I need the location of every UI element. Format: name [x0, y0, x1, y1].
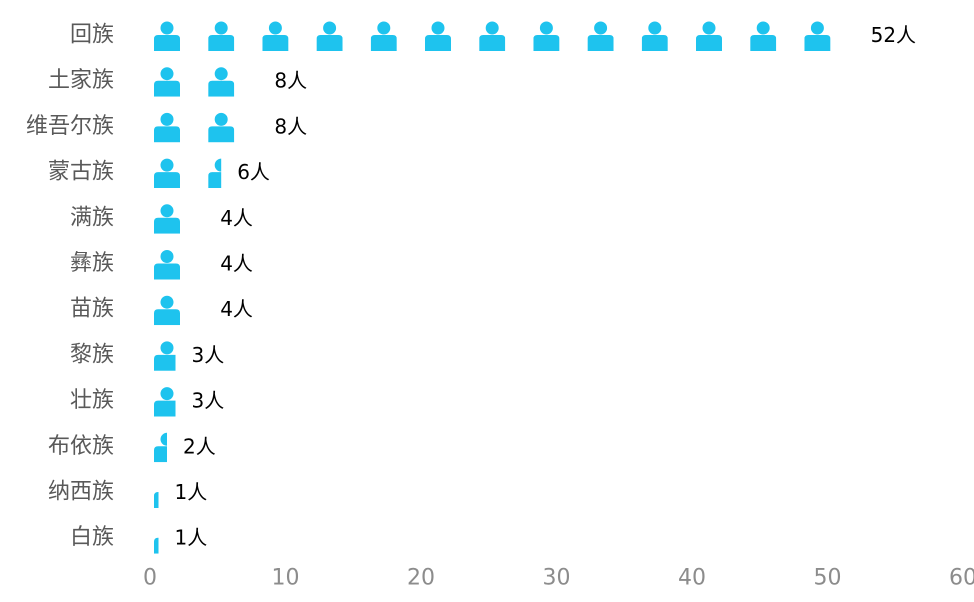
- person-icon: [154, 112, 180, 143]
- category-label: 苗族: [70, 297, 114, 322]
- data-label: 3人: [192, 389, 225, 413]
- x-tick-label: 30: [543, 566, 571, 591]
- category-label: 纳西族: [48, 480, 114, 505]
- data-label: 1人: [175, 526, 208, 550]
- person-icon: [208, 21, 235, 51]
- x-axis: 0 10 20 30 40 50 60: [143, 566, 974, 591]
- x-tick-label: 10: [272, 566, 300, 591]
- category-label: 壮族: [70, 388, 114, 413]
- person-icon: [641, 21, 668, 51]
- bar: [154, 204, 180, 234]
- person-icon-partial: [154, 478, 159, 508]
- bar: [154, 524, 159, 554]
- category-label: 彝族: [70, 251, 114, 276]
- category-label: 布依族: [48, 434, 114, 459]
- bar: [154, 295, 180, 326]
- data-label: 3人: [192, 343, 225, 367]
- person-icon: [479, 21, 506, 51]
- category-label: 黎族: [70, 342, 114, 367]
- x-tick-label: 20: [407, 566, 435, 591]
- person-icon: [750, 21, 777, 51]
- person-icon: [154, 21, 180, 51]
- person-icon: [154, 250, 180, 280]
- category-label: 土家族: [48, 68, 114, 93]
- data-label: 6人: [237, 160, 270, 184]
- bar: [154, 478, 159, 508]
- person-icon: [587, 21, 614, 51]
- person-icon: [154, 295, 180, 326]
- data-label: 8人: [274, 69, 307, 93]
- bar: [154, 341, 176, 371]
- data-label: 4人: [220, 206, 253, 230]
- data-label: 1人: [175, 480, 208, 504]
- person-icon: [425, 21, 451, 51]
- bar: [154, 21, 831, 51]
- x-tick-label: 40: [678, 566, 706, 591]
- bar: [154, 112, 235, 143]
- x-tick-label: 60: [949, 566, 974, 591]
- bars: [154, 21, 831, 554]
- category-label: 维吾尔族: [26, 114, 114, 139]
- person-icon: [154, 67, 180, 97]
- person-icon: [208, 112, 235, 143]
- data-label: 4人: [220, 297, 253, 321]
- bar: [154, 250, 180, 280]
- person-icon-partial: [154, 432, 167, 463]
- person-icon: [316, 21, 343, 51]
- person-icon: [154, 158, 180, 189]
- bar: [154, 67, 235, 97]
- x-tick-label: 0: [143, 566, 157, 591]
- category-label: 白族: [70, 525, 114, 550]
- person-icon: [804, 21, 831, 51]
- bar: [154, 158, 222, 189]
- category-label: 满族: [70, 205, 114, 230]
- data-label: 52人: [871, 23, 916, 47]
- person-icon: [208, 67, 235, 97]
- data-label: 8人: [274, 114, 307, 138]
- person-icon: [154, 204, 180, 234]
- data-label: 4人: [220, 252, 253, 276]
- person-icon: [262, 21, 289, 51]
- person-icon-partial: [208, 158, 222, 189]
- person-icon-partial: [154, 341, 176, 371]
- bar: [154, 432, 167, 463]
- person-icon-partial: [154, 524, 159, 554]
- category-label: 回族: [70, 23, 114, 48]
- bar: [154, 387, 176, 417]
- x-tick-label: 50: [814, 566, 842, 591]
- person-icon: [533, 21, 560, 51]
- person-icon: [370, 21, 397, 51]
- person-icon-partial: [154, 387, 176, 417]
- category-label: 蒙古族: [48, 160, 114, 185]
- data-label: 2人: [183, 434, 216, 458]
- person-icon: [696, 21, 722, 51]
